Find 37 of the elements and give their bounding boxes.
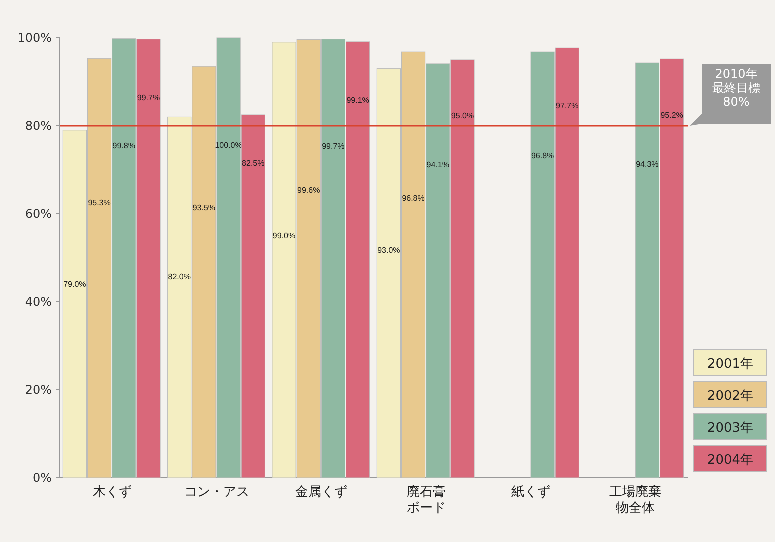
y-tick-label: 20% [25, 383, 52, 397]
y-tick-label: 0% [32, 471, 52, 485]
data-label: 94.1% [426, 160, 450, 170]
data-label: 94.3% [636, 160, 659, 169]
data-label: 95.0% [451, 112, 474, 121]
y-tick-label: 40% [25, 295, 52, 309]
y-tick-label: 100% [18, 31, 52, 45]
data-label: 79.0% [64, 280, 86, 289]
y-tick-label: 80% [25, 119, 52, 133]
data-label: 100.0% [215, 141, 242, 150]
ref-line-label: 2010年最終目標80% [712, 67, 762, 110]
data-label: 82.0% [168, 272, 191, 282]
x-tick-label: 木くず [92, 485, 132, 500]
data-label: 95.3% [88, 198, 111, 208]
data-label: 96.8% [402, 194, 425, 204]
text: 2001年 [707, 357, 754, 372]
data-label: 99.6% [298, 186, 320, 196]
data-label: 82.5% [242, 158, 265, 168]
data-label: 99.8% [112, 142, 136, 151]
data-label: 95.2% [660, 110, 684, 120]
x-tick-label: 廃石膏ボード [406, 485, 446, 516]
data-label: 93.5% [192, 204, 216, 213]
data-label: 99.7% [322, 142, 345, 151]
y-tick-label: 60% [25, 207, 52, 221]
data-label: 99.7% [137, 94, 160, 103]
x-tick-label: 紙くず [512, 485, 550, 500]
data-label: 93.0% [378, 246, 400, 255]
text: 2003年 [707, 421, 754, 436]
text: 2002年 [707, 389, 754, 404]
data-label: 99.0% [272, 231, 296, 240]
x-tick-label: 金属くず [296, 485, 348, 500]
data-label: 97.7% [556, 101, 579, 110]
x-tick-label: コン・アス [184, 485, 250, 500]
data-label: 99.1% [346, 96, 370, 106]
x-tick-label: 工場廃棄物全体 [610, 484, 662, 516]
data-label: 96.8% [531, 152, 554, 161]
series-label: 2004年 [707, 453, 754, 468]
